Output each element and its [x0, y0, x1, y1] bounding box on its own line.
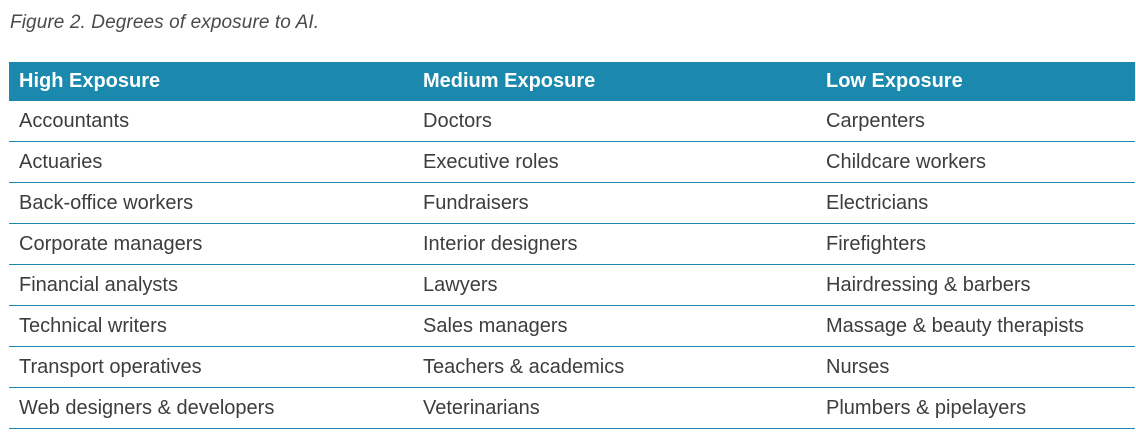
cell-low-exposure: Plumbers & pipelayers	[816, 387, 1135, 429]
table-header: High Exposure Medium Exposure Low Exposu…	[9, 62, 1135, 101]
cell-high-exposure: Back-office workers	[9, 182, 413, 224]
table-row: Accountants Doctors Carpenters	[9, 101, 1135, 142]
cell-medium-exposure: Interior designers	[413, 223, 816, 265]
table-body: Accountants Doctors Carpenters Actuaries…	[9, 101, 1135, 429]
header-high-exposure: High Exposure	[9, 62, 413, 101]
cell-medium-exposure: Doctors	[413, 101, 816, 142]
header-low-exposure: Low Exposure	[816, 62, 1135, 101]
cell-high-exposure: Transport operatives	[9, 346, 413, 388]
cell-high-exposure: Financial analysts	[9, 264, 413, 306]
cell-high-exposure: Accountants	[9, 101, 413, 142]
cell-medium-exposure: Veterinarians	[413, 387, 816, 429]
cell-low-exposure: Electricians	[816, 182, 1135, 224]
table-row: Web designers & developers Veterinarians…	[9, 387, 1135, 429]
cell-low-exposure: Hairdressing & barbers	[816, 264, 1135, 306]
cell-low-exposure: Massage & beauty therapists	[816, 305, 1135, 347]
cell-high-exposure: Actuaries	[9, 141, 413, 183]
cell-low-exposure: Childcare workers	[816, 141, 1135, 183]
cell-medium-exposure: Lawyers	[413, 264, 816, 306]
cell-low-exposure: Firefighters	[816, 223, 1135, 265]
cell-medium-exposure: Sales managers	[413, 305, 816, 347]
cell-low-exposure: Nurses	[816, 346, 1135, 388]
cell-high-exposure: Corporate managers	[9, 223, 413, 265]
table-row: Technical writers Sales managers Massage…	[9, 305, 1135, 347]
header-medium-exposure: Medium Exposure	[413, 62, 816, 101]
cell-high-exposure: Technical writers	[9, 305, 413, 347]
table-row: Back-office workers Fundraisers Electric…	[9, 182, 1135, 224]
cell-medium-exposure: Fundraisers	[413, 182, 816, 224]
figure-caption: Figure 2. Degrees of exposure to AI.	[10, 12, 320, 33]
table-row: Actuaries Executive roles Childcare work…	[9, 141, 1135, 183]
cell-low-exposure: Carpenters	[816, 101, 1135, 142]
cell-medium-exposure: Executive roles	[413, 141, 816, 183]
exposure-table: High Exposure Medium Exposure Low Exposu…	[9, 62, 1135, 429]
header-row: High Exposure Medium Exposure Low Exposu…	[9, 62, 1135, 101]
table-row: Corporate managers Interior designers Fi…	[9, 223, 1135, 265]
table-row: Financial analysts Lawyers Hairdressing …	[9, 264, 1135, 306]
cell-medium-exposure: Teachers & academics	[413, 346, 816, 388]
table-row: Transport operatives Teachers & academic…	[9, 346, 1135, 388]
cell-high-exposure: Web designers & developers	[9, 387, 413, 429]
